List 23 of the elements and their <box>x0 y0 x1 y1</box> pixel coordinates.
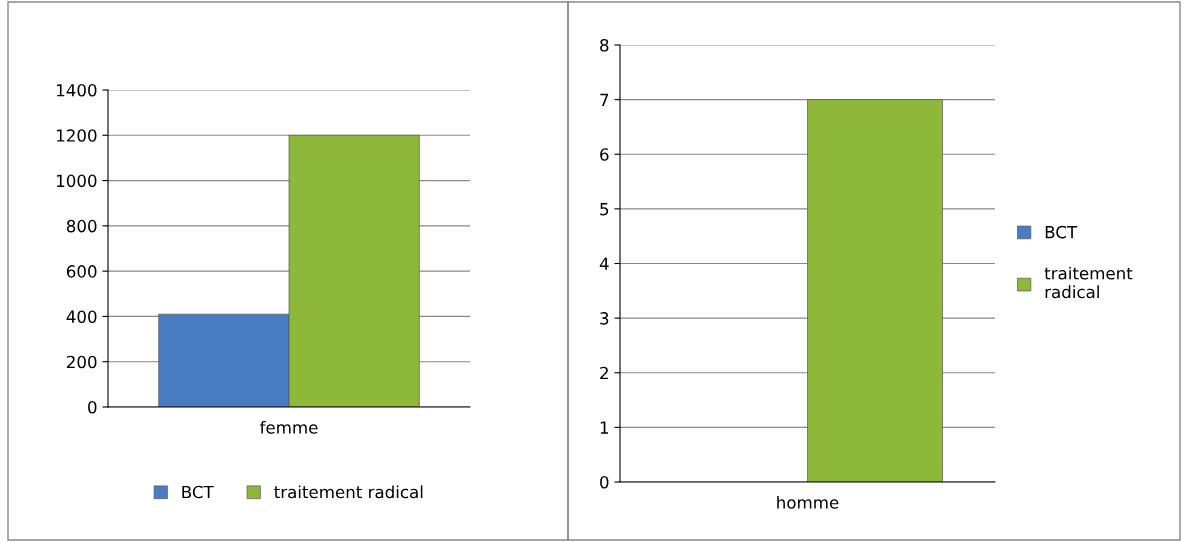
y-tick-label: 600 <box>66 265 97 278</box>
y-tick-label: 2 <box>600 366 608 380</box>
y-tick-label: 800 <box>66 219 97 233</box>
y-tick-label: 1400 <box>57 83 97 97</box>
y-tick-label: 1 <box>600 421 609 434</box>
y-tick-label: 4 <box>599 257 609 270</box>
legend-label: BCT <box>1045 225 1078 239</box>
legend-label: BCT <box>182 485 214 499</box>
x-tick-label: femme <box>259 420 318 434</box>
legend-label: traitement radical <box>274 485 423 499</box>
y-tick-label: 8 <box>600 38 609 52</box>
y-tick-label: 6 <box>600 148 609 161</box>
y-tick-label: 1000 <box>57 174 97 188</box>
y-tick-label: 5 <box>600 203 609 216</box>
y-tick-label: 0 <box>88 400 97 414</box>
y-tick-label: 200 <box>66 355 97 369</box>
y-tick-label: 0 <box>600 475 609 489</box>
legend-label: traitement radical <box>1044 266 1133 299</box>
y-tick-label: 1200 <box>57 129 97 142</box>
y-tick-label: 400 <box>66 310 97 323</box>
y-tick-label: 3 <box>600 312 609 325</box>
x-tick-label: homme <box>777 495 839 509</box>
y-tick-label: 7 <box>600 93 609 106</box>
